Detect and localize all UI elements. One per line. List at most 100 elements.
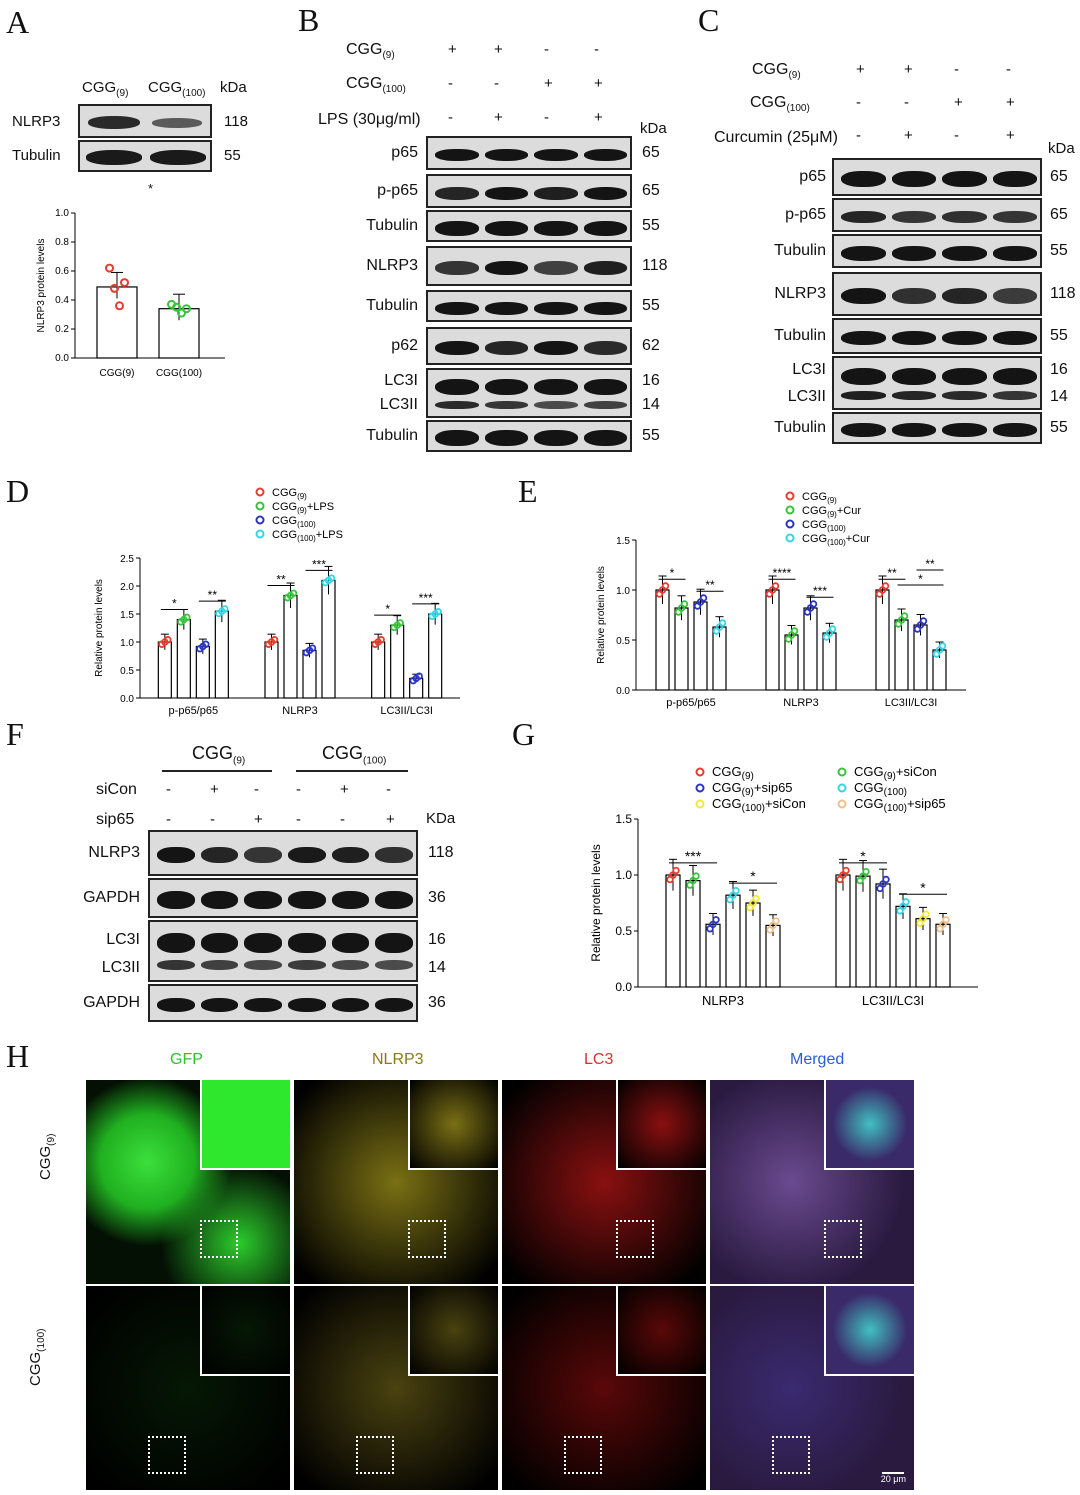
data-point (938, 642, 947, 650)
condition-label: CGG(100) (346, 76, 406, 95)
blot-band (992, 171, 1037, 187)
blot-band (583, 401, 627, 409)
blot-row-label: p-p65 (377, 182, 418, 199)
blot-band (841, 211, 886, 223)
blot-band (484, 220, 528, 236)
blot-band (942, 288, 987, 304)
legend-marker (695, 767, 705, 777)
blot-band (435, 261, 479, 275)
y-tick-label: 1.0 (615, 868, 632, 882)
bar (302, 649, 317, 699)
legend-sub: (9) (297, 506, 307, 515)
legend-sub: (100) (884, 803, 907, 814)
y-tick-label: 0.5 (120, 666, 134, 677)
blot-band (992, 331, 1037, 345)
blot-band (891, 171, 936, 187)
channel-label: NLRP3 (372, 1051, 424, 1068)
data-point (202, 640, 210, 648)
condition-sign: - (594, 41, 599, 58)
bar (875, 589, 890, 691)
legend-entry: CGG(9)+sip65 (712, 780, 793, 798)
blot-row-label: LC3II (379, 396, 418, 413)
cgg-text: CGG (27, 1351, 44, 1386)
data-point (692, 872, 700, 880)
blot-band (484, 430, 528, 446)
micrograph (294, 1080, 498, 1284)
bar (803, 607, 818, 691)
bar (264, 641, 279, 699)
y-tick-label: 0.5 (615, 924, 632, 938)
blot-band (992, 245, 1037, 261)
legend-suffix: +LPS (307, 501, 334, 513)
significance-label: * (385, 602, 390, 616)
legend-entry: CGG(9) (712, 764, 754, 782)
blot-band (841, 288, 886, 304)
data-point (828, 625, 837, 633)
blot-row-label: LC3I (106, 931, 140, 948)
y-tick-label: 0.0 (120, 694, 134, 705)
y-tick-label: 0.6 (55, 266, 69, 277)
a-row-kda: 55 (224, 147, 241, 164)
condition-label: LPS (30μg/ml) (318, 111, 421, 128)
blot-band (534, 186, 578, 200)
y-axis-label: Relative protein levels (596, 566, 607, 664)
cgg-text: CGG (346, 75, 383, 92)
condition-sign: + (1006, 127, 1015, 144)
legend-suffix: +sip65 (907, 796, 946, 811)
legend-entry: CGG(9) (802, 491, 837, 505)
channel-label: LC3 (584, 1051, 614, 1068)
blot-band (288, 847, 326, 863)
significance-label: *** (312, 557, 326, 571)
a-header-cgg100: CGG(100) (148, 79, 206, 99)
western-blot (78, 140, 212, 172)
legend-entry: CGG(100) (802, 519, 846, 533)
condition-sign: - (296, 781, 301, 798)
blot-band (942, 171, 987, 187)
blot-band (244, 998, 282, 1012)
blot-band (583, 341, 627, 355)
legend-sub: (9) (742, 771, 754, 782)
legend-marker (255, 529, 265, 539)
blot-band (288, 960, 326, 971)
blot-row-kda: 14 (1050, 388, 1068, 405)
panel-label-c: C (698, 2, 720, 38)
inset-zoom (824, 1286, 914, 1376)
bar (214, 610, 229, 699)
legend-marker (837, 799, 847, 809)
bar (390, 624, 405, 699)
blot-band (288, 933, 326, 953)
blot-band (200, 998, 239, 1012)
blot-band (435, 301, 479, 315)
blot-band (841, 367, 886, 385)
blot-band (942, 331, 987, 345)
x-tick-label: CGG(100) (156, 368, 202, 379)
legend-suffix: +Cur (846, 533, 870, 545)
blot-band (484, 186, 528, 200)
condition-sign: - (856, 127, 861, 144)
legend-cgg: CGG (272, 487, 297, 499)
blot-row-label: Tubulin (366, 427, 418, 444)
zoom-region-box (356, 1436, 394, 1474)
condition-sign: - (494, 75, 499, 92)
significance-label: **** (773, 566, 792, 580)
data-point (415, 672, 423, 680)
blot-row-kda: 65 (642, 182, 660, 199)
blot-band (992, 423, 1037, 437)
blot-band (583, 301, 627, 315)
y-axis-label: Relative protein levels (589, 844, 603, 961)
y-tick-label: 0.4 (55, 295, 69, 306)
blot-row-kda: 55 (642, 427, 660, 444)
micrograph (502, 1286, 706, 1490)
legend-marker (785, 491, 795, 501)
legend-sub: (9) (827, 496, 837, 505)
legend-marker (255, 501, 265, 511)
condition-sign: - (340, 811, 345, 828)
data-point (672, 866, 680, 875)
blot-band (534, 430, 578, 446)
a-row-label: NLRP3 (12, 113, 61, 130)
data-point (881, 582, 890, 590)
data-point (377, 636, 385, 644)
cgg-text: CGG (346, 41, 383, 58)
blot-row-label: Tubulin (774, 419, 826, 436)
western-blot (426, 327, 632, 365)
